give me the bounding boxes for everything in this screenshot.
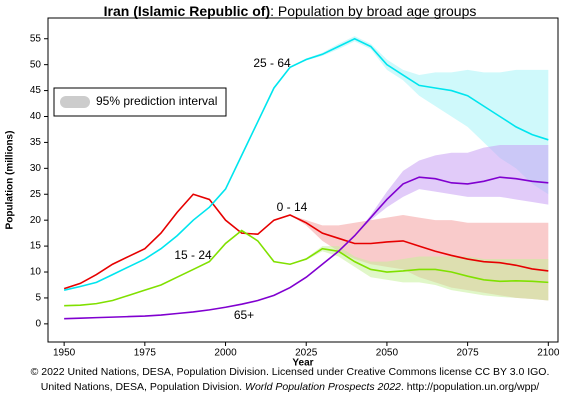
- y-tick-label: 35: [30, 137, 42, 148]
- y-axis-label: Population (millions): [5, 131, 16, 230]
- series-line: [63, 193, 549, 290]
- x-tick-label: 2025: [295, 348, 318, 359]
- legend-label: 95% prediction interval: [96, 94, 217, 108]
- y-tick-label: 10: [30, 267, 42, 278]
- y-tick-label: 45: [30, 85, 42, 96]
- source-line: United Nations, DESA, Population Divisio…: [41, 381, 540, 393]
- title-country: Iran (Islamic Republic of): [104, 3, 270, 19]
- series-annotation: 0 - 14: [277, 200, 308, 214]
- source-line: © 2022 United Nations, DESA, Population …: [31, 366, 550, 378]
- chart-title: Iran (Islamic Republic of): Population b…: [104, 3, 477, 19]
- x-tick-label: 2075: [456, 348, 479, 359]
- plot-frame: [47, 17, 559, 343]
- x-tick-label: 1975: [134, 348, 157, 359]
- series-annotation: 15 - 24: [174, 248, 212, 262]
- y-tick-label: 30: [30, 163, 42, 174]
- source-part: World Population Prospects 2022: [245, 381, 401, 393]
- series-line: [63, 37, 549, 291]
- y-tick-label: 55: [30, 33, 42, 44]
- series-line: [64, 229, 549, 307]
- x-tick-label: 2000: [214, 348, 237, 359]
- prediction-band: [290, 36, 549, 195]
- y-tick-label: 40: [30, 111, 42, 122]
- x-tick-label: 1950: [53, 348, 76, 359]
- y-tick-label: 5: [35, 293, 41, 304]
- y-tick-label: 25: [30, 189, 42, 200]
- y-tick-label: 15: [30, 241, 42, 252]
- x-tick-label: 2050: [376, 348, 399, 359]
- x-tick-label: 2100: [537, 348, 560, 359]
- title-text: : Population by broad age groups: [270, 3, 476, 19]
- series-annotation: 65+: [234, 308, 254, 322]
- y-tick-label: 50: [30, 59, 42, 70]
- source-part: United Nations, DESA, Population Divisio…: [41, 381, 245, 393]
- source-part: . http://population.un.org/wpp/: [401, 381, 539, 393]
- series-line: [64, 176, 549, 320]
- legend-swatch: [60, 96, 90, 108]
- prediction-band: [290, 246, 549, 301]
- legend: 95% prediction interval: [53, 87, 227, 117]
- y-tick-label: 0: [35, 318, 41, 329]
- y-tick-label: 20: [30, 215, 42, 226]
- series-annotation: 25 - 64: [253, 56, 291, 70]
- x-axis-label: Year: [292, 358, 313, 369]
